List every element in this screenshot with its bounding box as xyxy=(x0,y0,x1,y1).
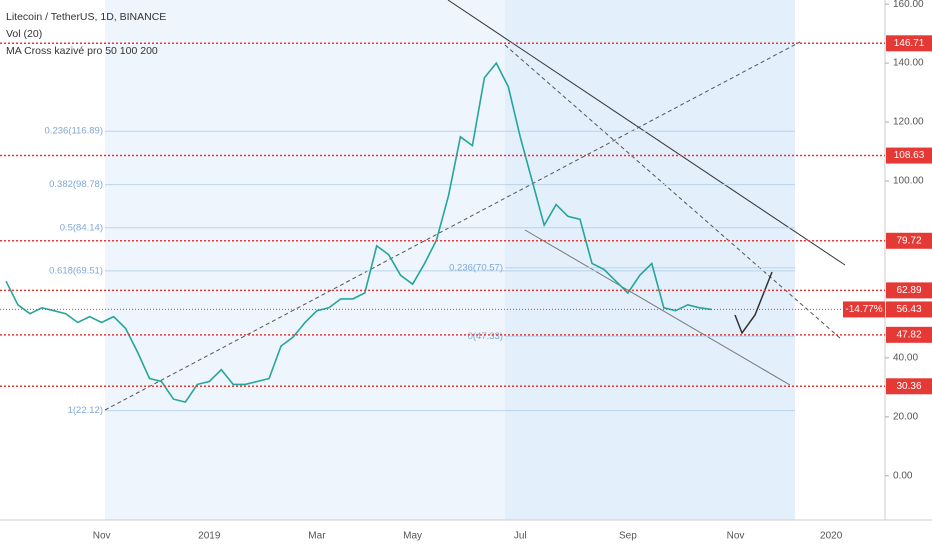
level-label: 79.72 xyxy=(896,235,921,246)
level-badge xyxy=(886,326,932,343)
x-tick-label: Jul xyxy=(514,531,527,542)
trend-line xyxy=(524,229,791,386)
y-tick-label: 0.00 xyxy=(893,470,913,481)
projection-arrow xyxy=(734,271,773,335)
fib-label: 0.236(70.57) xyxy=(449,262,503,273)
change-label: -14.77% xyxy=(845,304,882,315)
fib-label: 0(47.33) xyxy=(468,331,503,342)
fib-label: 0.618(69.51) xyxy=(49,265,103,276)
level-label: 146.71 xyxy=(894,38,925,49)
fib-label: 1(22.12) xyxy=(68,405,103,416)
indicator-label: Vol (20) xyxy=(6,28,42,40)
fib-zone xyxy=(105,0,505,520)
fib-zone xyxy=(505,0,795,520)
level-label: 62.89 xyxy=(896,285,921,296)
price-label: 56.43 xyxy=(896,304,921,315)
price-line xyxy=(5,61,712,404)
fib-label: 0.382(98.78) xyxy=(49,179,103,190)
level-badge xyxy=(886,35,932,52)
y-tick-label: 100.00 xyxy=(893,176,924,187)
x-tick-label: Mar xyxy=(308,531,326,542)
change-badge xyxy=(843,301,885,318)
chart-title: Litecoin / TetherUS, 1D, BINANCE xyxy=(6,11,166,23)
level-badge xyxy=(886,378,932,395)
level-badge xyxy=(886,282,932,299)
y-tick-label: 20.00 xyxy=(893,411,918,422)
x-tick-label: May xyxy=(403,531,422,542)
trend-line xyxy=(447,0,846,266)
x-tick-label: Nov xyxy=(727,531,745,542)
y-tick-label: 40.00 xyxy=(893,353,918,364)
fib-label: 0.236(116.89) xyxy=(45,126,103,137)
level-label: 30.36 xyxy=(896,381,921,392)
x-tick-label: Sep xyxy=(619,531,637,542)
y-tick-label: 140.00 xyxy=(893,58,924,69)
level-label: 47.82 xyxy=(896,329,921,340)
x-tick-label: 2020 xyxy=(820,531,843,542)
x-tick-label: Nov xyxy=(93,531,111,542)
x-tick-label: 2019 xyxy=(198,531,221,542)
indicator-label: MA Cross kazivé pro 50 100 200 xyxy=(6,45,158,57)
level-badge xyxy=(886,147,932,164)
level-label: 108.63 xyxy=(894,150,925,161)
price-badge xyxy=(886,301,932,318)
fib-label: 0.5(84.14) xyxy=(60,222,103,233)
level-badge xyxy=(886,232,932,249)
y-tick-label: 160.00 xyxy=(893,0,924,10)
y-tick-label: 120.00 xyxy=(893,117,924,128)
trend-line xyxy=(104,41,801,411)
